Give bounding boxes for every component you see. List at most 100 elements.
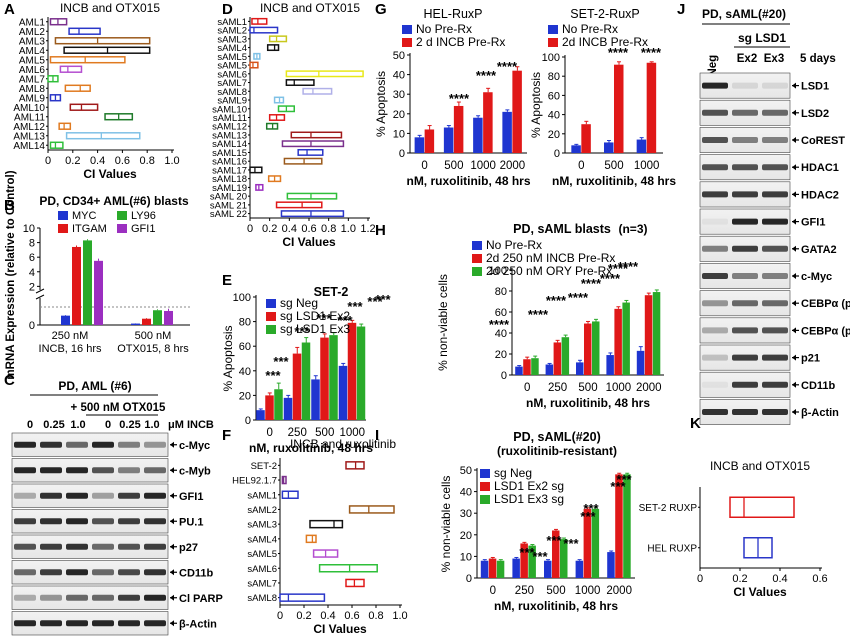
y-tick-label: 60 [495, 307, 507, 319]
x-tick-label: 250 nM [52, 330, 89, 342]
x-axis-label: CI Values [733, 585, 787, 599]
row-label: sAML8 [247, 593, 277, 604]
protein-band [66, 594, 88, 601]
row-label: AML8 [19, 84, 46, 95]
legend-swatch [266, 312, 276, 321]
row-label: sAML13 [212, 130, 247, 141]
row-label: AML11 [14, 112, 45, 123]
significance-label: **** [568, 290, 589, 305]
row-label: AML2 [19, 27, 46, 38]
bar [414, 137, 425, 153]
protein-label: GFI1 [801, 217, 825, 229]
significance-label: **** [618, 259, 639, 274]
panel-letter-f: F [222, 427, 231, 444]
bar [561, 337, 570, 375]
bar [523, 359, 531, 375]
ci-interval-box [68, 27, 101, 35]
significance-label: *** [583, 501, 599, 516]
x-axis-label: CI Values [313, 622, 367, 636]
protein-band [40, 441, 62, 448]
y-tick-label: 40 [495, 328, 507, 340]
y-tick-label: 100 [542, 52, 560, 64]
x-tick-label: 500 [315, 427, 334, 439]
legend-label: 2d INCB Pre-Rx [562, 35, 648, 49]
arrow-icon [792, 109, 796, 116]
x-axis-label: nM, ruxolitinib, 48 hrs [494, 599, 618, 613]
protein-band [14, 543, 36, 550]
protein-band [66, 518, 88, 525]
legend-label: GFI1 [131, 223, 155, 235]
ci-interval-box [286, 192, 338, 200]
y-tick-label: 40 [548, 110, 560, 122]
row-label: sAML17 [212, 165, 247, 176]
row-label: sAML9 [217, 96, 247, 107]
bar [606, 355, 614, 375]
protein-band [732, 218, 758, 225]
panel-letter-k: K [690, 415, 701, 432]
protein-label: p27 [179, 542, 198, 554]
protein-band [732, 327, 758, 334]
ci-interval-box [275, 201, 323, 209]
blot-title: PD, sAML(#20) [702, 7, 786, 21]
significance-label: *** [532, 549, 548, 564]
row-label: sAML6 [247, 564, 277, 575]
chart-subtitle: (n=3) [618, 222, 647, 236]
y-axis-label: % non-viable cells [439, 476, 453, 573]
ci-interval-box [268, 35, 288, 43]
legend-label: No Pre-Rx [486, 238, 542, 252]
x-tick-label: 250 [548, 382, 567, 394]
x-tick-label: 0.2 [262, 223, 277, 235]
protein-band [702, 300, 728, 307]
x-axis-label: nM, ruxolitinib, 48 hrs [526, 396, 650, 410]
legend-label: No Pre-Rx [562, 22, 618, 36]
bar [356, 326, 366, 420]
protein-band [762, 82, 788, 89]
bar [131, 323, 140, 325]
bar [515, 366, 523, 375]
protein-label: HDAC1 [801, 162, 839, 174]
protein-band [92, 441, 114, 448]
y-tick-label: 4 [29, 267, 35, 279]
significance-label: **** [476, 68, 497, 83]
bar [72, 246, 81, 325]
bar [584, 323, 592, 375]
protein-band [702, 327, 728, 334]
protein-band [144, 492, 166, 499]
y-tick-label: 80 [239, 317, 251, 329]
protein-band [92, 569, 114, 576]
protein-label: CEBPα (p42) [801, 298, 850, 310]
lane-label: 1.0 [70, 419, 85, 431]
bar [571, 145, 581, 153]
protein-band [118, 492, 140, 499]
protein-band [762, 354, 788, 361]
row-label: sAML6 [217, 69, 247, 80]
protein-band [144, 518, 166, 525]
blot-c-header: PD, AML (#6) + 500 nM OTX015 0 0.25 1.0 0 0.25… [27, 379, 214, 431]
legend-label: LSD1 Ex2 sg [494, 479, 564, 493]
protein-band [40, 518, 62, 525]
ci-interval-box [251, 17, 268, 25]
lane-label: 0 [105, 419, 111, 431]
bar-chart-g2: SET-2-RuxP 0 20 40 60 80 100 % Apoptosis 0 500 100… [529, 7, 676, 188]
row-label: sAML1 [247, 490, 277, 501]
ci-interval-box [290, 131, 343, 139]
x-tick-label: INCB, 16 hrs [39, 343, 102, 355]
protein-band [40, 594, 62, 601]
ci-interval-box [281, 140, 345, 148]
bar [644, 295, 653, 375]
protein-band [14, 620, 36, 627]
arrow-icon [792, 82, 796, 89]
protein-band [762, 137, 788, 143]
row-label: AML6 [19, 65, 46, 76]
bar-chart-h: PD, sAML blasts (n=3) 0 20 40 60 80 100 % non-vi… [436, 222, 664, 410]
bar [480, 560, 489, 578]
arrow-icon [792, 354, 796, 361]
protein-label: c-Myb [179, 465, 211, 477]
protein-band [702, 273, 728, 279]
y-tick-label: 20 [495, 349, 507, 361]
row-label: sAML19 [212, 183, 247, 194]
protein-band [92, 492, 114, 499]
bar [483, 92, 493, 153]
ci-interval-box [318, 564, 378, 573]
bar-chart-i: PD, sAML(#20)(ruxolitinib-resistant) 0 10 2… [439, 430, 635, 613]
